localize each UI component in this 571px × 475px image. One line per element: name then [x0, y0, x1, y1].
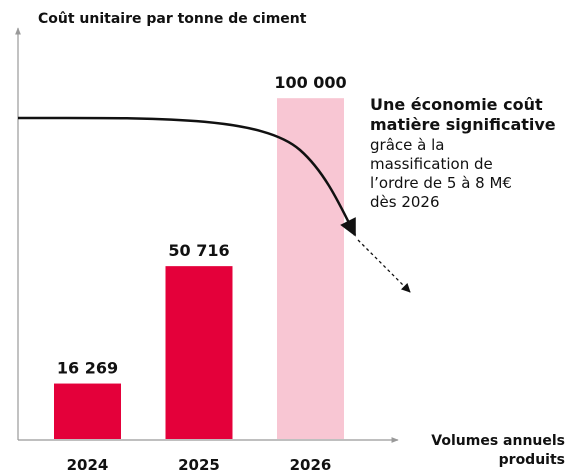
bar [277, 98, 344, 440]
x-axis-label: Volumes annuels [431, 433, 565, 449]
bar [54, 383, 121, 439]
y-axis-label: Coût unitaire par tonne de ciment [38, 11, 307, 27]
bar [165, 266, 233, 439]
annotation-text: massification de [370, 155, 493, 173]
annotation-text: l’ordre de 5 à 8 M€ [370, 174, 512, 192]
annotation-title: matière significative [370, 115, 556, 134]
x-tick-label: 2026 [290, 456, 332, 474]
value-label: 16 269 [57, 359, 118, 378]
x-axis-label: produits [499, 452, 565, 468]
bars: 16 269 2024 50 716 2025 100 000 2026 [54, 73, 347, 474]
value-label: 50 716 [168, 241, 229, 260]
annotation-text: grâce à la [370, 136, 444, 154]
cost-curve [17, 116, 357, 237]
cost-curve-projection [357, 239, 411, 293]
annotation-title: Une économie coût [370, 95, 543, 114]
value-label: 100 000 [274, 73, 346, 92]
x-tick-label: 2025 [178, 456, 220, 474]
annotation-text: dès 2026 [370, 193, 440, 211]
x-tick-label: 2024 [67, 456, 109, 474]
